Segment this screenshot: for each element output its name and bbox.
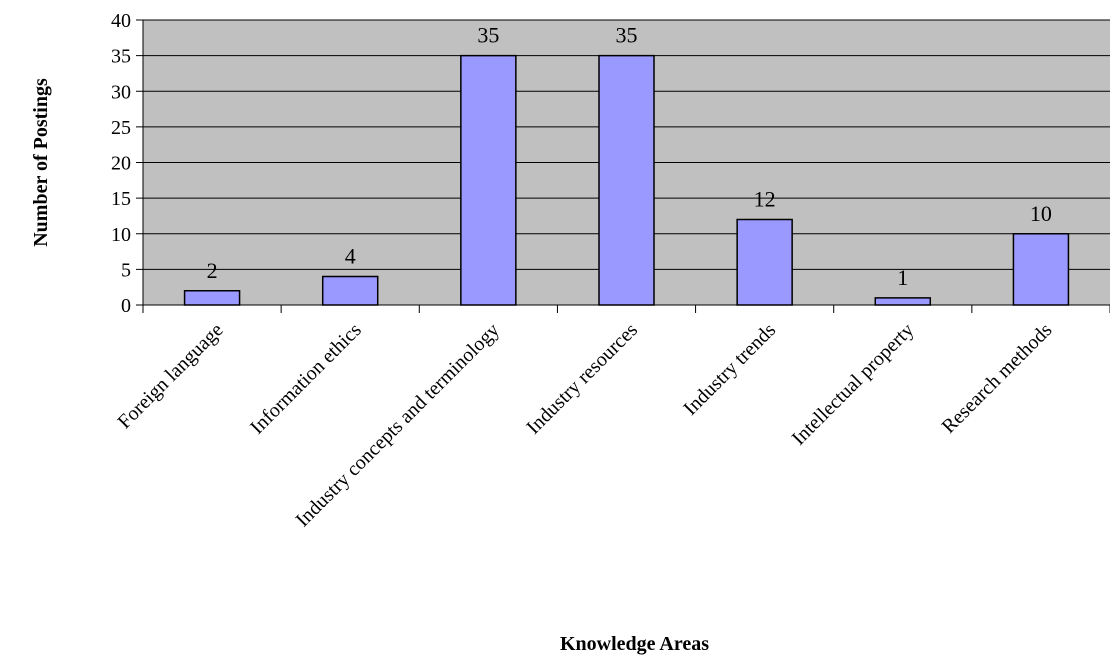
x-tick-label: Information ethics <box>246 319 366 439</box>
y-tick-label: 0 <box>121 295 131 317</box>
y-tick-label: 30 <box>111 81 131 103</box>
data-label: 2 <box>207 258 218 283</box>
data-labels: 2 4 35 35 12 1 10 <box>207 23 1052 290</box>
bars <box>183 54 1070 306</box>
y-tick-label: 25 <box>111 117 131 139</box>
bar <box>598 54 655 306</box>
data-label: 10 <box>1030 201 1052 226</box>
x-tick-label: Industry trends <box>679 319 780 420</box>
bar <box>1012 233 1070 306</box>
bar <box>460 54 517 306</box>
data-label: 4 <box>345 244 356 269</box>
y-tick-labels: 0 5 10 15 20 25 30 35 40 <box>111 10 131 317</box>
x-tick-labels: Foreign language Information ethics Indust… <box>113 319 1056 531</box>
data-label: 35 <box>477 23 499 48</box>
data-label: 12 <box>754 187 776 212</box>
y-tick-label: 5 <box>121 259 131 281</box>
data-label: 1 <box>897 265 908 290</box>
y-tick-label: 10 <box>111 224 131 246</box>
x-tick-label: Foreign language <box>113 319 227 433</box>
bar <box>874 297 932 306</box>
y-axis-title: Number of Postings <box>30 78 52 247</box>
bar <box>321 275 379 306</box>
x-tick-label: Research methods <box>938 319 1057 438</box>
axes <box>136 19 1110 313</box>
x-axis-title: Knowledge Areas <box>560 633 709 655</box>
bar <box>183 290 241 306</box>
y-tick-label: 35 <box>111 46 131 68</box>
y-tick-label: 15 <box>111 188 131 210</box>
y-tick-label: 20 <box>111 153 131 175</box>
x-tick-label: Industry resources <box>522 319 642 439</box>
y-tick-label: 40 <box>111 10 131 32</box>
x-tick-label: Intellectual property <box>788 319 919 450</box>
data-label: 35 <box>616 23 638 48</box>
bar <box>736 218 793 306</box>
